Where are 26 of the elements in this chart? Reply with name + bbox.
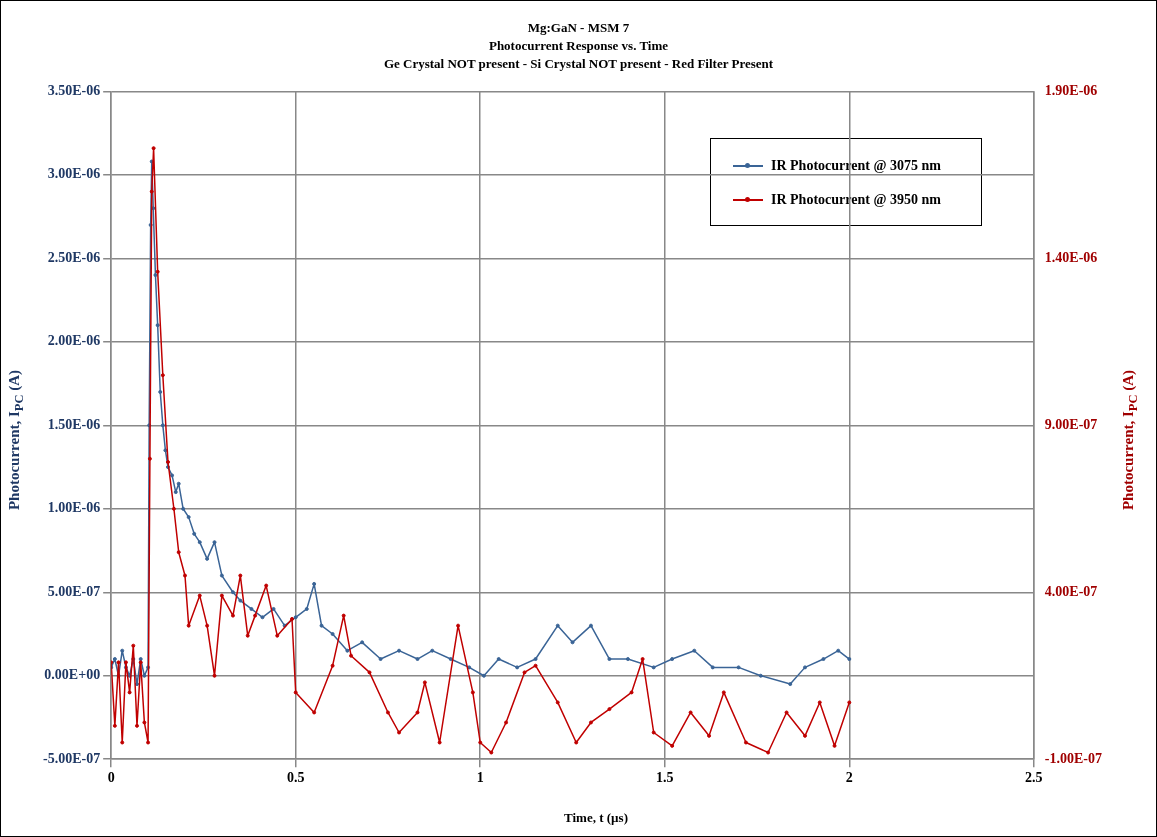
x-tick-label: 2 (845, 770, 853, 786)
y2-tick-label: 9.00E-07 (1044, 416, 1098, 432)
x-axis-title: Time, t (µs) (564, 810, 628, 826)
y2-tick-label: 1.90E-06 (1044, 83, 1098, 99)
legend-label: IR Photocurrent @ 3075 nm (771, 158, 941, 174)
x-tick-label: 1 (476, 770, 484, 786)
y2-tick-label: -1.00E-07 (1044, 750, 1103, 766)
y2-tick-label: 1.40E-06 (1044, 249, 1098, 265)
y-tick-label: 1.00E-06 (47, 500, 101, 516)
x-tick-label: 0 (107, 770, 115, 786)
x-tick-label: 0.5 (286, 770, 305, 786)
chart-title: Mg:GaN - MSM 7 (526, 20, 631, 36)
chart-subtitle: Photocurrent Response vs. Time (487, 38, 670, 54)
y-tick-label: 2.00E-06 (47, 333, 101, 349)
x-tick-label: 2.5 (1025, 770, 1043, 786)
text: Ge Crystal NOT present - Si Crystal NOT present - Red Filter Present (382, 56, 775, 72)
y-tick-label: 3.00E-06 (47, 166, 101, 182)
y-tick-label: 0.00E+00 (44, 667, 101, 683)
y-tick-label: 5.00E-07 (47, 583, 101, 599)
y2-tick-label: 4.00E-07 (1044, 583, 1098, 599)
y-tick-label: 3.50E-06 (47, 83, 101, 99)
y-tick-label: 2.50E-06 (47, 249, 101, 265)
x-tick-label: 1.5 (656, 770, 674, 786)
y-tick-label: -5.00E-07 (42, 750, 101, 766)
y-tick-label: 1.50E-06 (47, 416, 101, 432)
legend-label: IR Photocurrent @ 3950 nm (771, 192, 941, 208)
